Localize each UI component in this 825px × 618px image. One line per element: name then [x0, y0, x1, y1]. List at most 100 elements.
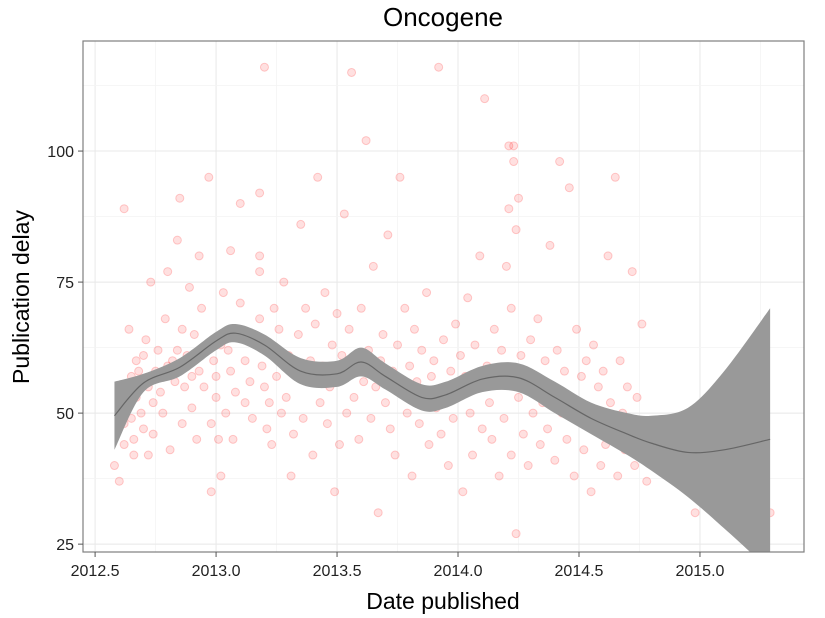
data-point — [581, 356, 591, 366]
data-point — [385, 424, 395, 434]
data-point — [153, 345, 163, 355]
data-point — [514, 392, 524, 402]
data-point — [211, 371, 221, 381]
data-point — [184, 282, 194, 292]
data-point — [228, 434, 238, 444]
x-tick-label: 2014.0 — [434, 563, 483, 580]
data-point — [576, 371, 586, 381]
data-point — [610, 172, 620, 182]
data-point — [129, 434, 139, 444]
data-point — [550, 455, 560, 465]
data-point — [206, 487, 216, 497]
data-point — [555, 157, 565, 167]
data-point — [368, 261, 378, 271]
data-point — [322, 419, 332, 429]
data-point — [487, 434, 497, 444]
data-point — [378, 329, 388, 339]
data-point — [443, 461, 453, 471]
data-point — [308, 450, 318, 460]
data-point — [417, 345, 427, 355]
data-point — [172, 345, 182, 355]
y-tick-label: 25 — [56, 537, 74, 554]
data-point — [141, 335, 151, 345]
data-point — [405, 361, 415, 371]
data-point — [129, 450, 139, 460]
data-point — [165, 445, 175, 455]
x-axis-title: Date published — [366, 588, 519, 614]
data-point — [446, 366, 456, 376]
data-point — [296, 219, 306, 229]
data-point — [562, 434, 572, 444]
data-point — [448, 413, 458, 423]
data-point — [477, 424, 487, 434]
data-point — [163, 267, 173, 277]
data-point — [134, 366, 144, 376]
x-tick-label: 2012.5 — [71, 563, 120, 580]
data-point — [627, 267, 637, 277]
data-point — [603, 251, 613, 261]
data-point — [540, 356, 550, 366]
data-point — [622, 382, 632, 392]
data-point — [216, 471, 226, 481]
data-point — [598, 366, 608, 376]
data-point — [354, 434, 364, 444]
data-point — [400, 303, 410, 313]
data-point — [255, 251, 265, 261]
data-point — [194, 251, 204, 261]
data-point — [390, 450, 400, 460]
data-point — [138, 350, 148, 360]
data-point — [395, 172, 405, 182]
data-point — [559, 366, 569, 376]
data-point — [279, 277, 289, 287]
data-point — [155, 387, 165, 397]
data-point — [523, 461, 533, 471]
data-point — [313, 172, 323, 182]
data-point — [131, 356, 141, 366]
data-point — [136, 408, 146, 418]
data-point — [630, 461, 640, 471]
data-point — [175, 193, 185, 203]
data-point — [255, 314, 265, 324]
data-point — [383, 230, 393, 240]
x-tick-label: 2014.5 — [555, 563, 604, 580]
data-point — [334, 440, 344, 450]
data-point — [235, 298, 245, 308]
data-point — [213, 434, 223, 444]
data-point — [223, 345, 233, 355]
data-point — [499, 413, 509, 423]
data-point — [596, 461, 606, 471]
data-point — [402, 408, 412, 418]
data-point — [288, 429, 298, 439]
data-point — [301, 303, 311, 313]
data-point — [501, 261, 511, 271]
data-point — [276, 408, 286, 418]
data-point — [230, 387, 240, 397]
data-point — [526, 335, 536, 345]
smooth-confidence-band — [114, 308, 771, 552]
data-point — [259, 62, 269, 72]
data-point — [160, 314, 170, 324]
x-tick-label: 2015.0 — [675, 563, 724, 580]
data-point — [504, 204, 514, 214]
data-point — [274, 324, 284, 334]
data-point — [204, 172, 214, 182]
data-point — [361, 136, 371, 146]
data-point — [504, 141, 514, 151]
data-point — [615, 356, 625, 366]
data-point — [509, 157, 519, 167]
y-axis-title: Publication delay — [8, 210, 34, 384]
smooth-line — [114, 332, 771, 454]
data-point — [245, 377, 255, 387]
panel-border — [82, 40, 805, 553]
data-point — [511, 225, 521, 235]
data-point — [255, 267, 265, 277]
data-points — [109, 62, 775, 539]
data-point — [192, 434, 202, 444]
data-point — [187, 371, 197, 381]
data-point — [206, 419, 216, 429]
data-point — [359, 377, 369, 387]
data-point — [489, 324, 499, 334]
data-point — [426, 371, 436, 381]
data-point — [255, 188, 265, 198]
